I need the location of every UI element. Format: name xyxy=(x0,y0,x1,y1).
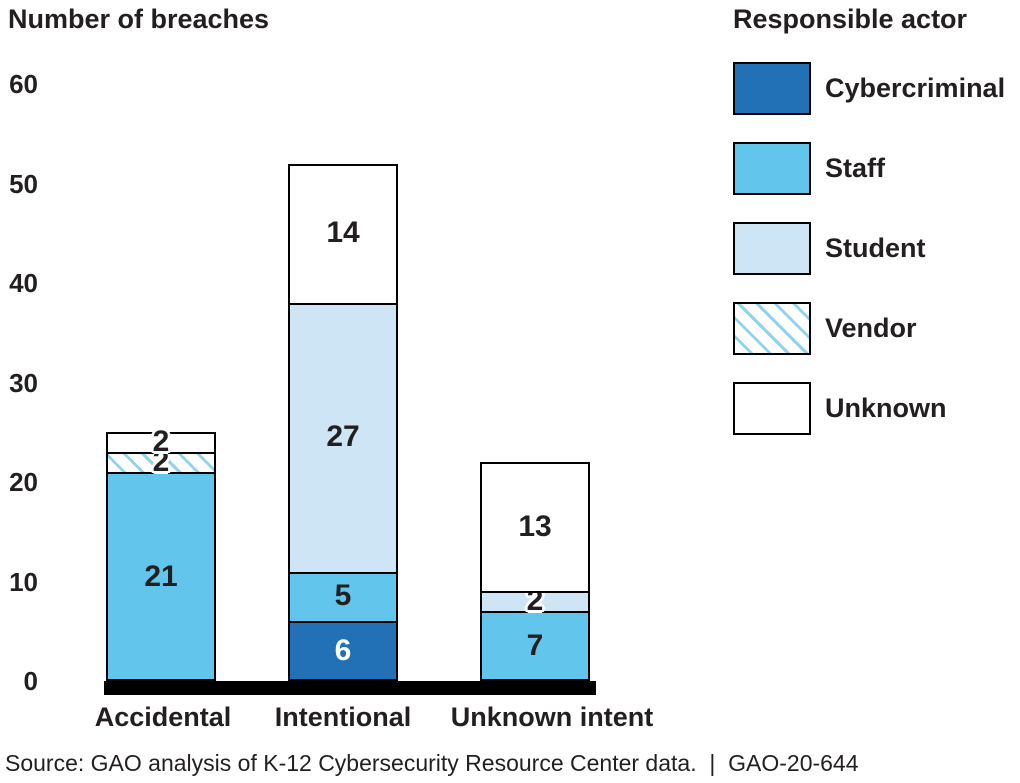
legend-label-student: Student xyxy=(825,233,926,263)
bar-value-label-accidental-staff: 21 xyxy=(144,559,178,593)
bar-value-label-intentional-staff: 5 xyxy=(334,579,352,613)
bar-value-label-intentional-student: 27 xyxy=(326,420,360,454)
legend-label-staff: Staff xyxy=(825,153,885,183)
x-axis-label-unknown-intent: Unknown intent xyxy=(450,702,654,732)
legend-swatch-cybercriminal xyxy=(733,62,811,115)
legend-title: Responsible actor xyxy=(733,4,968,34)
x-axis-label-intentional: Intentional xyxy=(274,702,412,732)
y-tick-10: 10 xyxy=(9,566,38,597)
y-tick-60: 60 xyxy=(9,69,38,99)
bar-segment-intentional-student xyxy=(288,302,398,574)
legend-label-cybercriminal: Cybercriminal xyxy=(825,73,1006,103)
y-tick-20: 20 xyxy=(9,467,38,497)
bar-segment-accidental-unknown xyxy=(106,432,216,455)
bar-segment-intentional-unknown xyxy=(288,163,398,305)
legend-label-vendor: Vendor xyxy=(825,313,917,343)
legend-label-unknown: Unknown xyxy=(825,393,947,423)
bar-value-label-unknown-intent-staff: 7 xyxy=(526,629,544,663)
y-tick-40: 40 xyxy=(9,268,38,298)
y-tick-30: 30 xyxy=(9,367,38,398)
y-axis-title: Number of breaches xyxy=(8,4,270,34)
legend-swatch-vendor xyxy=(733,302,811,355)
bar-segment-accidental-staff xyxy=(106,472,216,681)
bar-value-label-intentional-unknown: 14 xyxy=(326,216,360,250)
bar-value-label-unknown-intent-unknown: 13 xyxy=(518,509,552,543)
legend-swatch-student xyxy=(733,222,811,275)
bar-segment-intentional-cybercriminal xyxy=(288,621,398,681)
y-tick-0: 0 xyxy=(23,666,38,696)
bar-segment-unknown-intent-unknown xyxy=(480,462,590,594)
bar-value-label-accidental-unknown: 2 xyxy=(152,425,170,459)
legend-swatch-staff xyxy=(733,142,811,195)
y-tick-50: 50 xyxy=(9,168,38,199)
bar-value-label-intentional-cybercriminal: 6 xyxy=(334,634,352,668)
source-line: Source: GAO analysis of K-12 Cybersecuri… xyxy=(5,750,859,776)
x-axis-baseline xyxy=(104,681,596,695)
legend-swatch-unknown xyxy=(733,382,811,435)
bar-segment-intentional-staff xyxy=(288,571,398,624)
x-axis-label-accidental: Accidental xyxy=(94,702,232,732)
